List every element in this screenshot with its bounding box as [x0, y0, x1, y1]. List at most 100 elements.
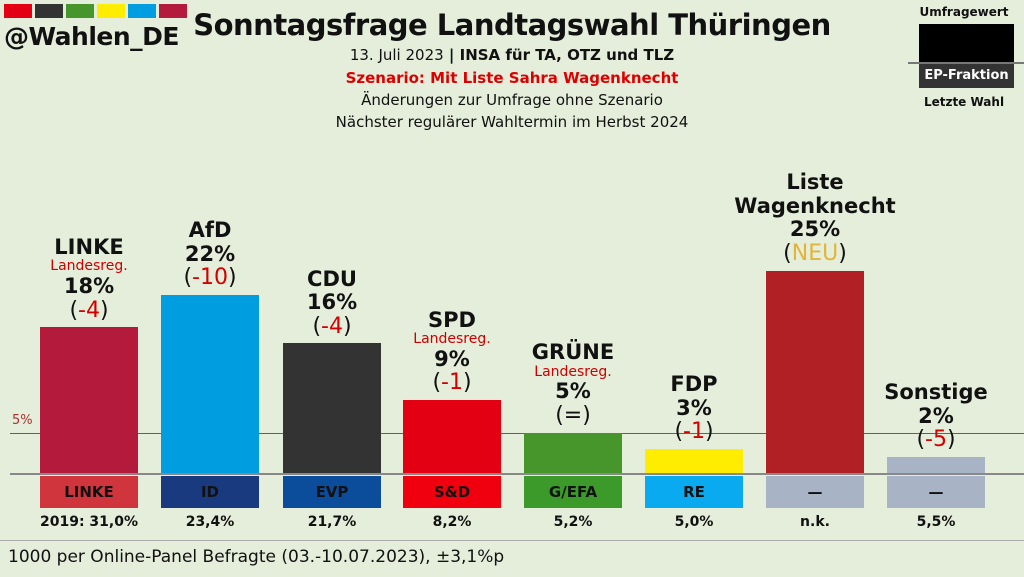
poll-value: 25% — [789, 217, 841, 242]
paren: ( — [183, 265, 193, 291]
bar-label-group: AfD 22% (-10) — [140, 219, 280, 291]
last-election: n.k. — [800, 514, 830, 530]
paren: ) — [342, 313, 352, 339]
change-text: -4 — [321, 313, 343, 339]
paren: ( — [783, 240, 792, 266]
threshold-line — [10, 432, 1024, 434]
change-text: -4 — [78, 297, 100, 323]
legend-baseline — [908, 62, 1024, 64]
separator: | — [443, 46, 460, 64]
change-value: (-4) — [262, 313, 402, 340]
party-name: SPD — [428, 307, 476, 332]
poll-value: 16% — [306, 290, 358, 315]
bar-3 — [403, 400, 501, 473]
footer-divider — [0, 540, 1024, 541]
paren: ) — [99, 297, 109, 323]
subtitle-date-source: 13. Juli 2023 | INSA für TA, OTZ und TLZ — [0, 46, 1024, 64]
change-text: = — [563, 402, 583, 428]
paren: ) — [582, 402, 591, 428]
change-text: -5 — [925, 427, 947, 453]
party-name: GRÜNE — [531, 340, 615, 365]
bar-label-group: FDP 3% (-1) — [624, 373, 764, 445]
change-value: (-4) — [19, 297, 159, 324]
strip-swatch — [128, 4, 156, 18]
threshold-label: 5% — [12, 412, 33, 428]
government-note: Landesreg. — [534, 363, 612, 380]
strip-swatch — [35, 4, 63, 18]
poll-value: 18% — [63, 274, 115, 299]
ep-faction: EVP — [283, 476, 381, 508]
legend-ep-faction: EP-Fraktion — [919, 64, 1014, 88]
change-value: (-5) — [866, 427, 1006, 453]
change-value: (NEU) — [745, 240, 885, 267]
paren: ( — [69, 297, 79, 323]
bar-4 — [524, 432, 622, 473]
change-text: -1 — [441, 370, 463, 396]
paren: ( — [432, 370, 442, 396]
party-name: Sonstige — [884, 380, 988, 405]
scenario: Szenario: Mit Liste Sahra Wagenknecht — [345, 69, 679, 87]
paren: ) — [227, 265, 237, 291]
party-name: LINKE — [54, 234, 124, 259]
last-election: 8,2% — [432, 514, 472, 530]
poll-date: 13. Juli 2023 — [349, 46, 444, 64]
ep-faction: — — [887, 476, 985, 508]
color-strip — [4, 4, 187, 18]
bar-7 — [887, 456, 985, 473]
bar-0 — [40, 327, 138, 473]
poll-value: 22% — [184, 241, 236, 266]
paren: ( — [674, 419, 684, 445]
last-election: 2019: 31,0% — [39, 514, 138, 530]
change-text: NEU — [791, 240, 839, 266]
last-election: 5,5% — [916, 514, 956, 530]
ep-faction: — — [766, 476, 864, 508]
bar-5 — [645, 448, 743, 473]
poll-value: 9% — [434, 346, 470, 371]
change-text: -1 — [683, 419, 705, 445]
bar-label-group: Liste Wagenknecht 25% (NEU) — [734, 171, 895, 267]
strip-swatch — [66, 4, 94, 18]
last-election: 21,7% — [307, 514, 357, 530]
bar-label-group: CDU 16% (-4) — [262, 267, 402, 340]
strip-swatch — [97, 4, 125, 18]
note-election-date: Nächster regulärer Wahltermin im Herbst … — [335, 113, 689, 131]
bar-6 — [766, 270, 864, 473]
party-name: AfD — [188, 218, 232, 243]
ep-faction: S&D — [403, 476, 501, 508]
legend-poll-value: Umfragewert — [919, 5, 1009, 19]
government-note: Landesreg. — [50, 258, 128, 275]
bar-label-group: GRÜNE Landesreg. 5% (=) — [503, 341, 643, 428]
change-value: (=) — [503, 402, 643, 429]
paren: ) — [838, 240, 847, 266]
last-election: 5,2% — [553, 514, 593, 530]
page-title: Sonntagsfrage Landtagswahl Thüringen — [193, 8, 831, 42]
party-name: FDP — [670, 372, 718, 397]
bar-label-group: LINKE Landesreg. 18% (-4) — [19, 234, 159, 324]
twitter-handle: @Wahlen_DE — [4, 22, 180, 51]
note-changes: Änderungen zur Umfrage ohne Szenario — [361, 91, 663, 109]
ep-faction: LINKE — [40, 476, 138, 508]
change-value: (-1) — [624, 419, 764, 445]
paren: ) — [462, 370, 472, 396]
ep-faction: G/EFA — [524, 476, 622, 508]
change-value: (-10) — [140, 265, 280, 291]
poll-value: 5% — [555, 379, 591, 404]
poll-value: 3% — [676, 395, 712, 420]
baseline — [10, 473, 1024, 475]
poll-value: 2% — [918, 403, 954, 428]
party-name: Liste Wagenknecht — [734, 170, 896, 218]
legend-box — [919, 24, 1014, 65]
paren: ) — [704, 419, 714, 445]
paren: ( — [312, 313, 322, 339]
strip-swatch — [159, 4, 187, 18]
bar-label-group: Sonstige 2% (-5) — [866, 381, 1006, 453]
poll-source: INSA für TA, OTZ und TLZ — [459, 46, 675, 64]
bar-1 — [161, 294, 259, 473]
ep-faction: RE — [645, 476, 743, 508]
paren: ( — [916, 427, 926, 453]
strip-swatch — [4, 4, 32, 18]
bar-2 — [283, 343, 381, 473]
ep-faction: ID — [161, 476, 259, 508]
last-election: 5,0% — [674, 514, 714, 530]
paren: ) — [946, 427, 956, 453]
